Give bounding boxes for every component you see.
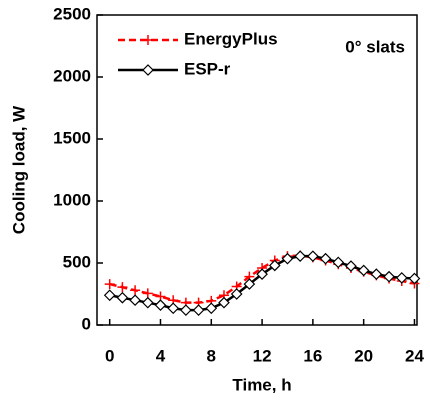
data-point <box>357 264 370 277</box>
x-tick-label: 4 <box>156 346 166 365</box>
x-tick-label: 16 <box>303 346 322 365</box>
data-point <box>117 282 128 293</box>
y-axis-label: Cooling load, W <box>9 105 28 234</box>
data-point <box>281 252 294 265</box>
annotation: 0° slats <box>345 37 405 56</box>
x-tick-label: 20 <box>354 346 373 365</box>
legend-marker <box>143 35 153 45</box>
x-axis-label: Time, h <box>232 375 291 394</box>
data-point <box>307 250 319 263</box>
y-tick-label: 2500 <box>53 4 91 23</box>
legend-label: ESP-r <box>184 59 231 78</box>
x-tick-label: 24 <box>405 346 424 365</box>
data-point <box>104 279 115 290</box>
data-point <box>129 294 141 307</box>
data-point <box>218 296 230 309</box>
data-point <box>268 259 281 272</box>
data-point <box>243 278 256 290</box>
data-point <box>205 302 218 315</box>
data-point <box>395 272 408 284</box>
data-point <box>319 252 332 265</box>
data-point <box>116 291 129 304</box>
y-tick-label: 1000 <box>53 190 91 209</box>
data-point <box>154 299 167 312</box>
data-point <box>332 256 345 269</box>
y-tick-label: 2000 <box>53 66 91 85</box>
data-point <box>167 302 180 315</box>
data-point <box>230 288 243 300</box>
legend-label: EnergyPlus <box>184 29 278 48</box>
y-tick-label: 0 <box>82 314 91 333</box>
legend-marker <box>142 64 154 76</box>
y-tick-label: 500 <box>63 252 91 271</box>
data-point <box>383 270 395 283</box>
data-point <box>180 304 192 316</box>
data-point <box>141 296 154 309</box>
data-point <box>408 272 421 285</box>
data-point <box>345 260 357 272</box>
plot-frame <box>96 14 418 326</box>
data-point <box>370 268 383 281</box>
x-tick-label: 0 <box>105 346 114 365</box>
data-point <box>130 285 141 296</box>
y-tick-label: 1500 <box>53 128 91 147</box>
data-point <box>294 250 307 263</box>
x-tick-label: 8 <box>207 346 216 365</box>
x-tick-label: 12 <box>253 346 272 365</box>
data-point <box>103 289 116 302</box>
data-point <box>192 304 205 316</box>
data-point <box>256 268 268 281</box>
data-point <box>142 288 153 299</box>
